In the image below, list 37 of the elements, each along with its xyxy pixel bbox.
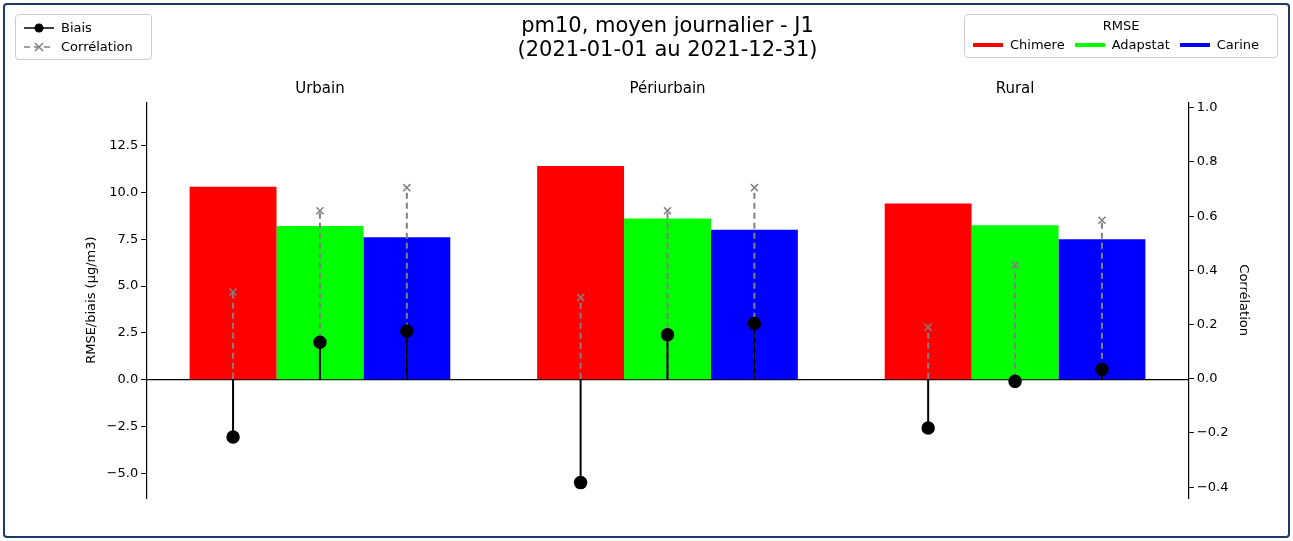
x-tick-label: Urbain (295, 79, 345, 98)
legend-label: Chimere (1010, 36, 1065, 54)
y2-tick-label: 0.8 (1196, 153, 1218, 169)
y2-tick-label: 0.6 (1196, 207, 1218, 223)
y2-axis-title: Corrélation (1236, 264, 1252, 336)
bar (1058, 239, 1146, 380)
bar (884, 203, 972, 380)
chart-title: pm10, moyen journalier - J1 (2021-01-01 au 2021-12-31) (517, 12, 818, 61)
y-tick-label: 7.5 (117, 230, 139, 246)
y-tick-label: 2.5 (117, 324, 139, 340)
y-tick-label: 5.0 (117, 277, 139, 293)
y-tick-label: 0.0 (117, 371, 139, 387)
legend-label: Adapstat (1111, 36, 1170, 54)
legend-label: Carine (1216, 36, 1259, 54)
legend-title: RMSE (1101, 18, 1141, 33)
y2-tick-label: 0.2 (1196, 315, 1218, 331)
bar (971, 225, 1059, 380)
y2-tick-label: 0.0 (1196, 370, 1218, 386)
x-tick-label: Rural (995, 79, 1035, 98)
bar (710, 229, 798, 380)
x-tick-label: Périurbain (629, 79, 706, 98)
bar (189, 186, 277, 380)
y-axis-title: RMSE/biais (μg/m3) (83, 236, 99, 364)
legend-label: Biais (61, 19, 92, 37)
bar (624, 218, 711, 380)
y2-tick-label: −0.4 (1196, 478, 1229, 494)
bar (363, 237, 451, 380)
bar (276, 226, 364, 380)
y-tick-label: −5.0 (106, 465, 139, 480)
y2-tick-label: 1.0 (1196, 99, 1218, 115)
legend-label: Corrélation (61, 38, 133, 56)
y2-tick-label: −0.2 (1196, 424, 1229, 440)
y-tick-label: 10.0 (109, 183, 139, 199)
y2-tick-label: 0.4 (1196, 261, 1218, 277)
y-tick-label: 12.5 (109, 136, 139, 152)
y-tick-label: −2.5 (106, 418, 139, 434)
bar (537, 166, 625, 380)
